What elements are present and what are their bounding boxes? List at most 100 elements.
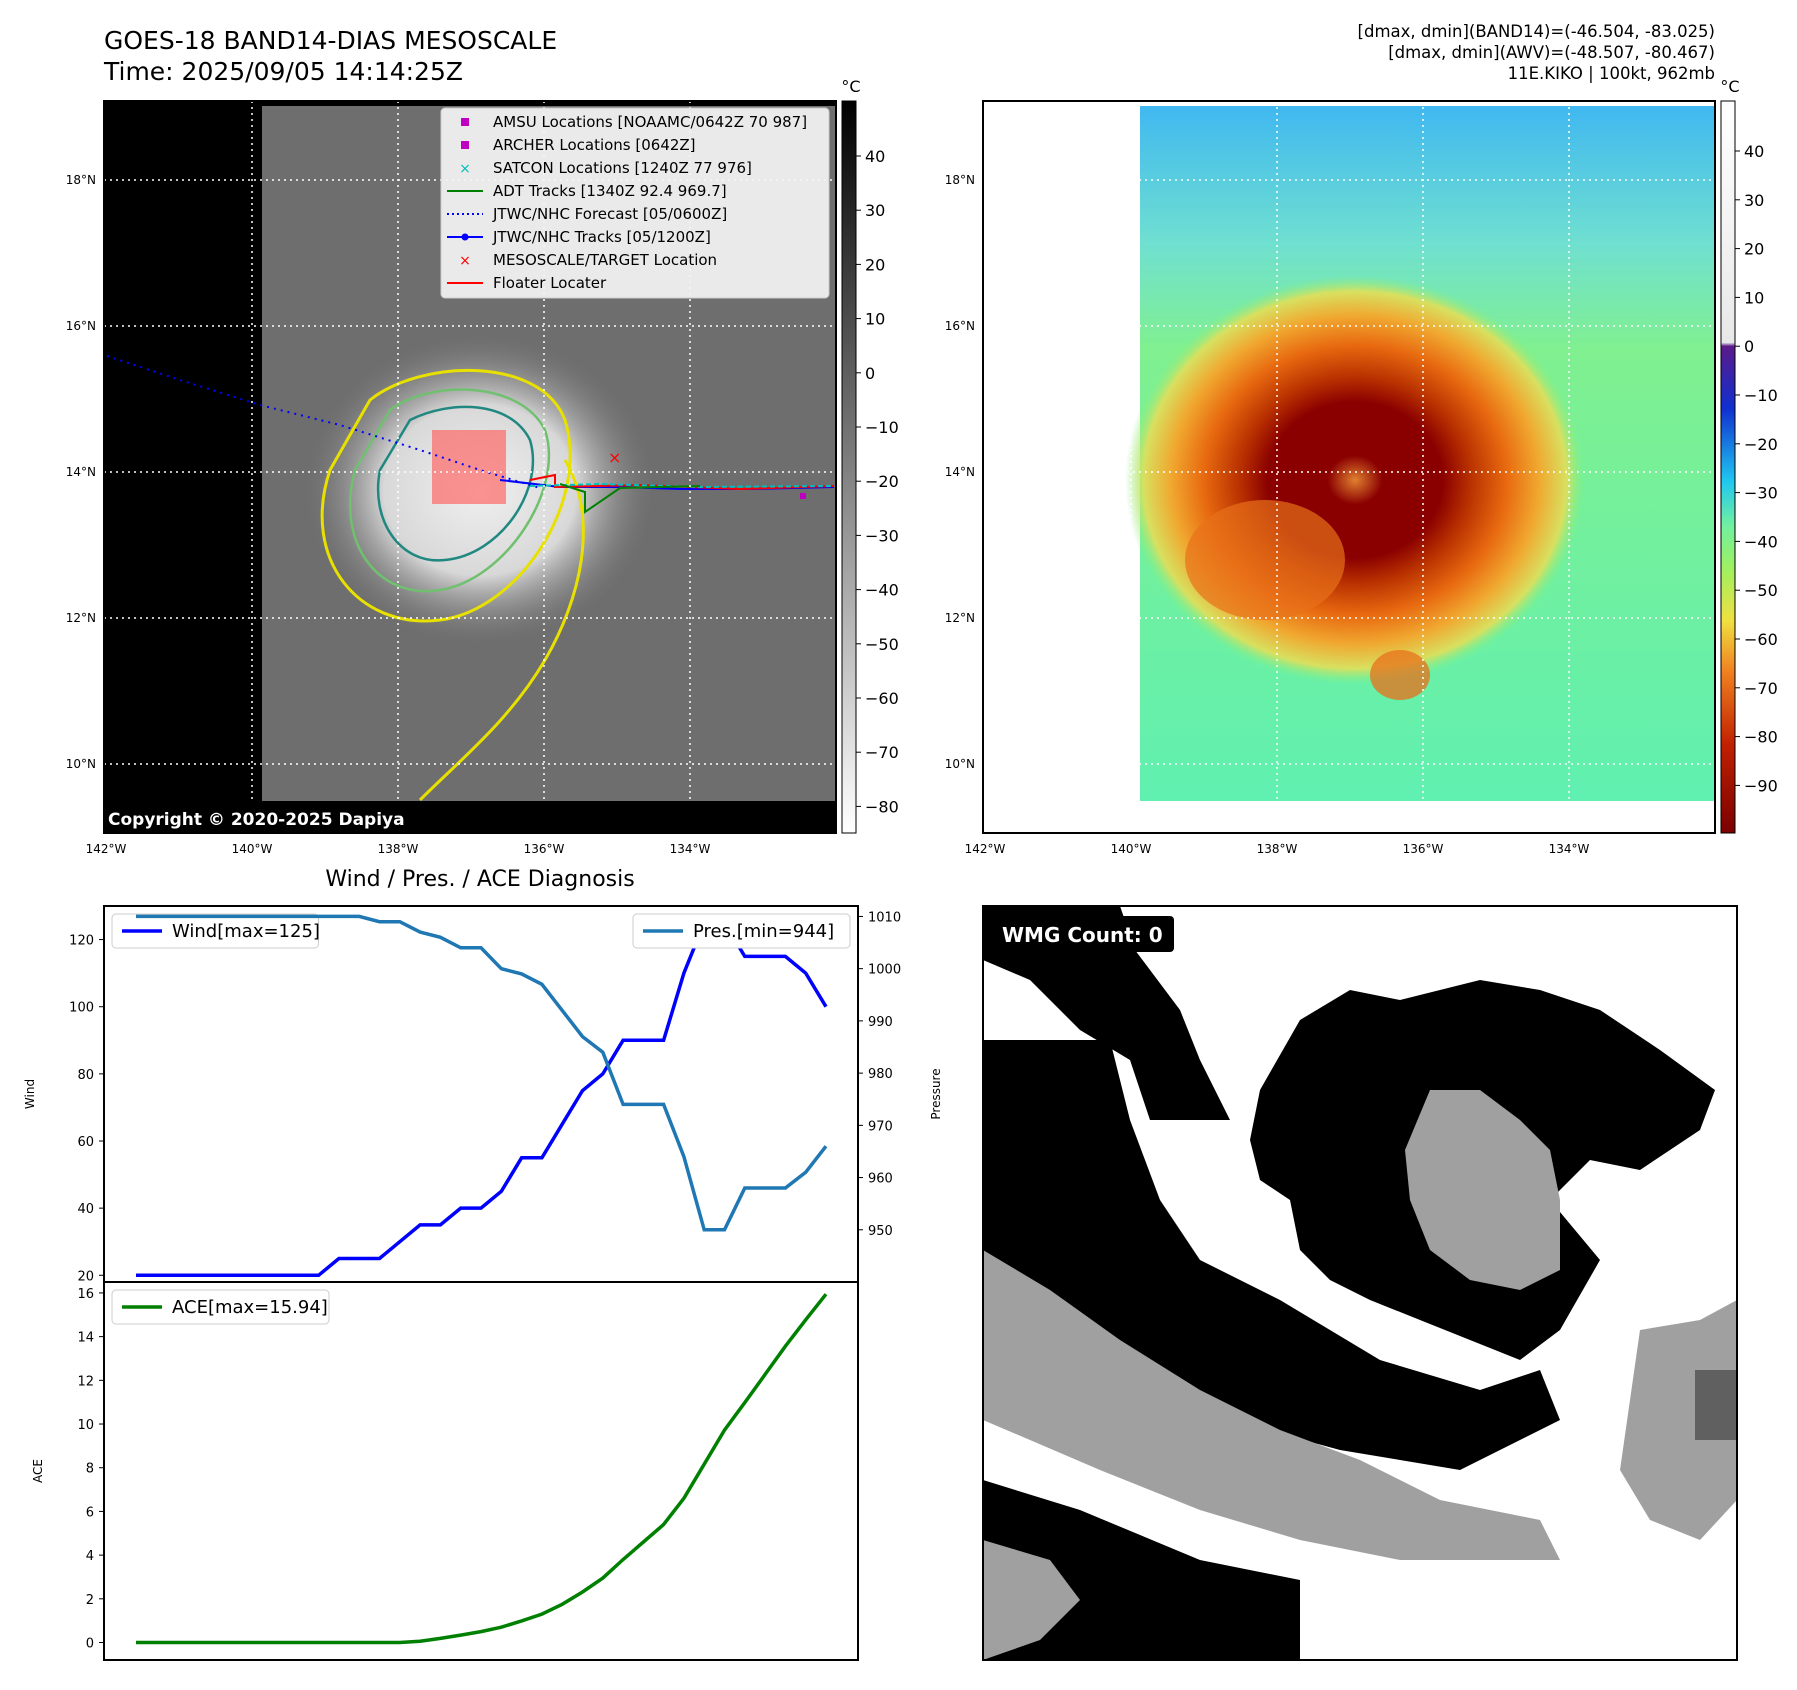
ace-chart: 0 2 4 6 8 10 12 14 16 ACE ACE[max=15.94]: [31, 1281, 859, 1661]
legend-box: [440, 107, 830, 299]
colorbar-tick-label: 20: [865, 255, 885, 274]
legend-label: Wind[max=125]: [172, 921, 320, 942]
y-tick-label: 40: [77, 1202, 94, 1217]
colorbar-tick-label: −70: [1744, 679, 1778, 698]
legend-marker-square: [461, 141, 469, 149]
colorbar-tick-label: 10: [1744, 288, 1764, 307]
colorbar-tick-label: 10: [865, 310, 885, 329]
y2-tick-label: 1010: [868, 910, 901, 925]
legend-box: [111, 913, 319, 949]
colorbar-tick-label: −30: [1744, 484, 1778, 503]
legend-box: [632, 913, 851, 949]
legend-label: Floater Locater: [493, 274, 607, 292]
y-axis-label: Wind: [23, 1079, 37, 1109]
legend-label: AMSU Locations [NOAAMC/0642Z 70 987]: [493, 113, 807, 131]
y2-tick-label: 970: [868, 1119, 893, 1134]
ir-colorbar-unit: °C: [841, 77, 860, 96]
legend-label: Pres.[min=944]: [693, 921, 834, 942]
lat-tick-label: 12°N: [66, 611, 96, 625]
colorbar-tick-label: −70: [865, 743, 899, 762]
colorbar-tick-label: −50: [1744, 581, 1778, 600]
ir-colorbar-bar: [841, 100, 857, 834]
ir-panel: × Copyright © 2020-2025 Dapiya AMSU Loca…: [66, 100, 837, 856]
legend-marker-square: [461, 118, 469, 126]
awv-colorbar: °C 40 30 20 10 0 −10 −20 −30 −40 −50 −60 −70 −80 −90: [1720, 77, 1778, 834]
lat-tick-label: 10°N: [945, 757, 975, 771]
adt-track: [559, 483, 701, 514]
awv-convection: [1185, 500, 1345, 620]
y-tick-label: 120: [69, 934, 94, 949]
y-tick-label: 80: [77, 1068, 94, 1083]
storm-info: 11E.KIKO | 100kt, 962mb: [1507, 64, 1715, 83]
lon-tick-label: 138°W: [378, 842, 419, 856]
wmg-region-eye: [1405, 1090, 1560, 1290]
legend-label: ACE[max=15.94]: [172, 1297, 328, 1318]
wmg-panel: WMG Count: 0: [982, 905, 1738, 1661]
lon-tick-label: 136°W: [524, 842, 565, 856]
awv-frame: [982, 100, 1716, 834]
y-tick-label: 6: [86, 1505, 94, 1520]
colorbar-tick-label: 40: [865, 147, 885, 166]
y-tick-label: 2: [86, 1593, 94, 1608]
y-tick-label: 0: [86, 1637, 94, 1652]
y2-tick-label: 990: [868, 1015, 893, 1030]
wmg-frame: [982, 905, 1738, 1661]
y2-axis-label: Pressure: [929, 1068, 943, 1119]
y-tick-label: 60: [77, 1135, 94, 1150]
mesoscale-marker: ×: [608, 448, 621, 467]
ir-rainband: [418, 459, 585, 802]
wmg-region-dark: [1695, 1370, 1737, 1440]
colorbar-tick-label: −60: [1744, 630, 1778, 649]
lon-tick-label: 138°W: [1257, 842, 1298, 856]
y-tick-label: 16: [77, 1287, 94, 1302]
figure-time: Time: 2025/09/05 14:14:25Z: [104, 57, 463, 86]
y-tick-label: 12: [77, 1374, 94, 1389]
lon-tick-label: 140°W: [232, 842, 273, 856]
y-axis-label: ACE: [31, 1459, 45, 1483]
legend-label: ADT Tracks [1340Z 92.4 969.7]: [493, 182, 727, 200]
awv-panel: 18°N 16°N 14°N 12°N 10°N 142°W 140°W 138°W 136°W…: [945, 100, 1716, 856]
ir-contour-teal: [376, 405, 535, 562]
ir-contour-green: [349, 388, 551, 593]
y-tick-label: 4: [86, 1549, 94, 1564]
colorbar-tick-label: 30: [865, 201, 885, 220]
wmg-region-lower-grey: [983, 1540, 1080, 1660]
y-tick-label: 20: [77, 1269, 94, 1284]
legend-label: JTWC/NHC Forecast [05/0600Z]: [492, 205, 727, 223]
y-tick-label: 10: [77, 1418, 94, 1433]
lon-tick-label: 134°W: [1549, 842, 1590, 856]
colorbar-tick-label: −10: [865, 418, 899, 437]
y2-tick-label: 950: [868, 1224, 893, 1239]
lat-tick-label: 16°N: [945, 319, 975, 333]
awv-storm-core: [1125, 275, 1585, 685]
figure-title: GOES-18 BAND14-DIAS MESOSCALE: [104, 26, 558, 55]
lat-tick-label: 16°N: [66, 319, 96, 333]
ir-contour-yellow: [320, 369, 572, 623]
y2-tick-label: 980: [868, 1067, 893, 1082]
legend-label: SATCON Locations [1240Z 77 976]: [493, 159, 752, 177]
lat-tick-label: 12°N: [945, 611, 975, 625]
colorbar-tick-label: 40: [1744, 142, 1764, 161]
colorbar-tick-label: −50: [865, 635, 899, 654]
ir-colorbar: °C 40 30 20 10 0 −10 −20 −30 −40 −50 −60 −70 −80: [841, 77, 899, 834]
colorbar-tick-label: 20: [1744, 240, 1764, 259]
lat-tick-label: 10°N: [66, 757, 96, 771]
legend-box: [111, 1289, 330, 1325]
y-tick-label: 8: [86, 1462, 94, 1477]
diagnosis-title: Wind / Pres. / ACE Diagnosis: [325, 867, 634, 892]
lon-tick-label: 136°W: [1403, 842, 1444, 856]
legend-label: ARCHER Locations [0642Z]: [493, 136, 696, 154]
colorbar-tick-label: −80: [1744, 728, 1778, 747]
colorbar-tick-label: 30: [1744, 191, 1764, 210]
ir-legend: AMSU Locations [NOAAMC/0642Z 70 987] ARCH…: [440, 107, 830, 299]
legend-label: MESOSCALE/TARGET Location: [493, 251, 717, 269]
colorbar-tick-label: −90: [1744, 776, 1778, 795]
lat-tick-label: 14°N: [66, 465, 96, 479]
colorbar-tick-label: −80: [865, 797, 899, 816]
y-tick-label: 100: [69, 1001, 94, 1016]
awv-colorbar-unit: °C: [1720, 77, 1739, 96]
colorbar-tick-label: 0: [1744, 337, 1754, 356]
lat-tick-label: 18°N: [945, 173, 975, 187]
y-tick-label: 14: [77, 1331, 94, 1346]
